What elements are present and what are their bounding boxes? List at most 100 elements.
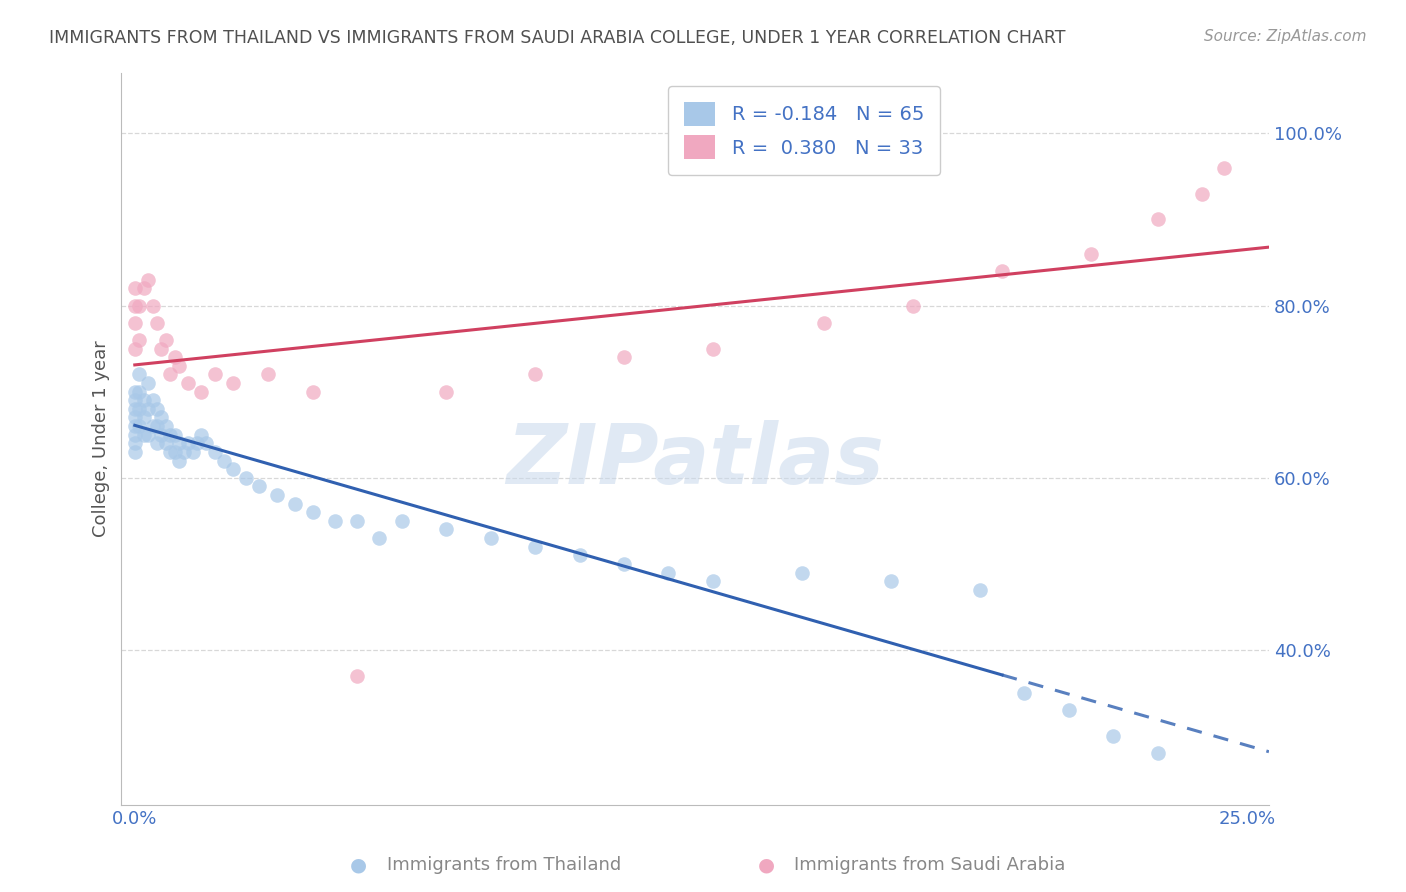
- Point: [124, 384, 146, 399]
- Point: [124, 427, 146, 442]
- Point: [167, 436, 190, 450]
- Point: [159, 445, 181, 459]
- Point: [1146, 747, 1168, 761]
- Point: [124, 342, 146, 356]
- Point: [194, 436, 217, 450]
- Point: [124, 316, 146, 330]
- Point: [167, 453, 190, 467]
- Point: [146, 316, 169, 330]
- Legend: R = -0.184   N = 65, R =  0.380   N = 33: R = -0.184 N = 65, R = 0.380 N = 33: [668, 87, 941, 175]
- Point: [1014, 686, 1036, 700]
- Point: [301, 384, 323, 399]
- Point: [247, 479, 270, 493]
- Point: [479, 531, 502, 545]
- Point: [155, 436, 177, 450]
- Point: [177, 436, 200, 450]
- Point: [155, 419, 177, 434]
- Point: [124, 299, 146, 313]
- Point: [657, 566, 679, 580]
- Point: [221, 462, 243, 476]
- Point: [146, 401, 169, 416]
- Point: [235, 471, 257, 485]
- Point: [186, 436, 208, 450]
- Point: [524, 368, 547, 382]
- Point: [181, 445, 204, 459]
- Point: [1080, 247, 1102, 261]
- Point: [702, 574, 724, 589]
- Text: ●: ●: [350, 855, 367, 875]
- Point: [434, 523, 457, 537]
- Point: [901, 299, 924, 313]
- Point: [880, 574, 903, 589]
- Point: [813, 316, 835, 330]
- Point: [346, 669, 368, 683]
- Point: [346, 514, 368, 528]
- Point: [613, 557, 636, 571]
- Point: [132, 427, 155, 442]
- Point: [124, 410, 146, 425]
- Point: [204, 445, 226, 459]
- Point: [124, 393, 146, 408]
- Point: [128, 419, 150, 434]
- Point: [613, 350, 636, 364]
- Point: [167, 359, 190, 373]
- Point: [204, 368, 226, 382]
- Point: [132, 410, 155, 425]
- Text: ●: ●: [758, 855, 775, 875]
- Point: [1191, 186, 1213, 201]
- Point: [124, 401, 146, 416]
- Point: [136, 401, 159, 416]
- Point: [159, 427, 181, 442]
- Point: [132, 281, 155, 295]
- Point: [124, 436, 146, 450]
- Point: [128, 368, 150, 382]
- Point: [434, 384, 457, 399]
- Point: [124, 445, 146, 459]
- Point: [257, 368, 280, 382]
- Point: [173, 445, 195, 459]
- Point: [1146, 212, 1168, 227]
- Point: [155, 333, 177, 347]
- Point: [136, 376, 159, 390]
- Point: [142, 299, 165, 313]
- Point: [150, 342, 173, 356]
- Point: [1213, 161, 1236, 175]
- Text: Source: ZipAtlas.com: Source: ZipAtlas.com: [1204, 29, 1367, 44]
- Point: [150, 427, 173, 442]
- Point: [146, 419, 169, 434]
- Point: [568, 549, 591, 563]
- Point: [266, 488, 288, 502]
- Point: [124, 419, 146, 434]
- Point: [221, 376, 243, 390]
- Point: [136, 427, 159, 442]
- Point: [150, 410, 173, 425]
- Text: IMMIGRANTS FROM THAILAND VS IMMIGRANTS FROM SAUDI ARABIA COLLEGE, UNDER 1 YEAR C: IMMIGRANTS FROM THAILAND VS IMMIGRANTS F…: [49, 29, 1066, 46]
- Point: [284, 497, 307, 511]
- Point: [969, 582, 991, 597]
- Point: [124, 281, 146, 295]
- Point: [142, 419, 165, 434]
- Point: [159, 368, 181, 382]
- Point: [128, 299, 150, 313]
- Text: Immigrants from Thailand: Immigrants from Thailand: [387, 856, 621, 874]
- Point: [702, 342, 724, 356]
- Point: [524, 540, 547, 554]
- Point: [323, 514, 346, 528]
- Point: [212, 453, 235, 467]
- Text: ZIPatlas: ZIPatlas: [506, 420, 884, 501]
- Point: [177, 376, 200, 390]
- Point: [163, 350, 186, 364]
- Point: [391, 514, 413, 528]
- Point: [163, 427, 186, 442]
- Point: [128, 333, 150, 347]
- Point: [991, 264, 1014, 278]
- Point: [163, 445, 186, 459]
- Y-axis label: College, Under 1 year: College, Under 1 year: [93, 341, 110, 537]
- Point: [190, 427, 212, 442]
- Point: [136, 273, 159, 287]
- Point: [142, 393, 165, 408]
- Point: [301, 505, 323, 519]
- Point: [190, 384, 212, 399]
- Point: [1102, 729, 1125, 743]
- Text: Immigrants from Saudi Arabia: Immigrants from Saudi Arabia: [794, 856, 1066, 874]
